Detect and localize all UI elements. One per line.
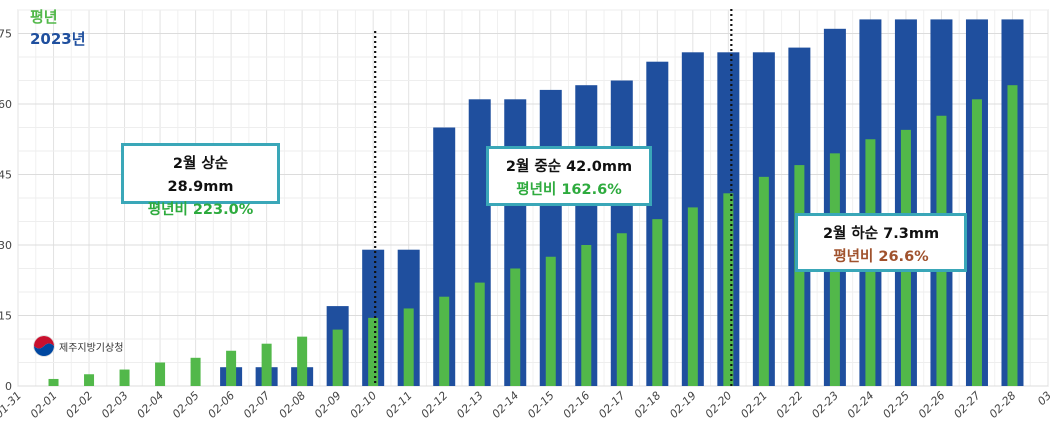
bar-2023: [433, 127, 456, 386]
bar-normal: [971, 99, 982, 387]
annotation-early-feb-ratio: 평년비 223.0%: [147, 202, 254, 218]
x-tick-label: 02-24: [845, 389, 877, 421]
x-tick-label: 02-10: [347, 389, 379, 421]
x-tick-label: 02-13: [454, 389, 486, 421]
legend-2023: 2023년: [30, 30, 86, 48]
bar-normal: [616, 233, 627, 386]
y-tick-label: 15: [0, 310, 12, 323]
annotation-mid-feb-amount: 2월 중순 42.0mm: [505, 159, 633, 175]
y-tick-label: 60: [0, 98, 12, 111]
y-tick-label: 75: [0, 28, 12, 41]
bar-normal: [652, 219, 663, 386]
bar-normal: [332, 329, 343, 386]
annotation-late-feb-amount: 2월 하순 7.3mm: [822, 226, 940, 242]
annotation-mid-feb-ratio: 평년비 162.6%: [516, 182, 622, 198]
x-tick-label: 02-08: [276, 389, 308, 421]
government-emblem-icon: [33, 335, 55, 357]
x-tick-label: 02-20: [703, 389, 735, 421]
x-tick-label: 02-02: [63, 389, 95, 421]
x-tick-label: 02-03: [99, 389, 131, 421]
x-tick-label: 02-15: [525, 389, 557, 421]
x-tick-label: 02-18: [632, 389, 664, 421]
bar-normal: [794, 165, 805, 386]
y-tick-label: 30: [0, 239, 12, 252]
bar-normal: [439, 296, 450, 386]
bar-normal: [261, 343, 272, 386]
bar-normal: [297, 336, 308, 386]
bar-normal: [545, 256, 556, 386]
bar-normal: [758, 176, 769, 386]
annotation-early-feb: 2월 상순 28.9mm 평년비 223.0%: [121, 143, 280, 218]
x-tick-label: 02-26: [916, 389, 948, 421]
x-tick-label: 02-19: [667, 389, 699, 421]
x-tick-label: 01-31: [0, 389, 24, 421]
bar-normal: [403, 308, 414, 386]
bar-normal: [723, 193, 734, 386]
x-tick-label: 02-23: [809, 389, 841, 421]
x-tick-label: 02-21: [738, 389, 770, 421]
x-tick-label: 02-17: [596, 389, 628, 421]
bar-normal: [368, 317, 379, 386]
x-tick-label: 02-09: [312, 389, 344, 421]
annotation-late-feb-ratio: 평년비 26.6%: [833, 249, 929, 265]
bar-normal: [190, 357, 201, 386]
x-tick-label: 02-12: [419, 389, 451, 421]
x-tick-label: 02-14: [490, 389, 522, 421]
x-tick-label: 02-22: [774, 389, 806, 421]
x-tick-label: 02-16: [561, 389, 593, 421]
bar-normal: [581, 245, 592, 386]
bar-normal: [226, 350, 237, 386]
x-tick-label: 02-28: [987, 389, 1019, 421]
x-tick-label: 02-25: [880, 389, 912, 421]
x-tick-label: 02-04: [134, 389, 166, 421]
x-tick-label: 02-11: [383, 389, 415, 421]
legend-normal: 평년: [30, 8, 58, 26]
x-tick-label: 02-27: [951, 389, 983, 421]
bar-normal: [1007, 85, 1018, 386]
bar-normal: [84, 374, 95, 386]
annotation-late-feb: 2월 하순 7.3mm 평년비 26.6%: [795, 213, 967, 272]
bar-normal: [510, 268, 521, 386]
bar-normal: [155, 362, 166, 386]
source-org-name: 제주지방기상청: [59, 343, 124, 354]
x-tick-label: 03: [1035, 389, 1054, 408]
bar-normal: [474, 282, 485, 386]
bar-normal: [687, 207, 698, 386]
bar-normal: [48, 378, 59, 386]
annotation-early-feb-amount: 2월 상순 28.9mm: [167, 156, 234, 195]
annotation-mid-feb: 2월 중순 42.0mm 평년비 162.6%: [486, 146, 652, 206]
y-tick-label: 0: [5, 380, 12, 393]
x-tick-label: 02-05: [170, 389, 202, 421]
x-tick-label: 02-06: [205, 389, 237, 421]
bar-normal: [119, 369, 130, 386]
source-logo: 제주지방기상청: [33, 335, 143, 359]
bar-2023: [468, 99, 491, 387]
y-tick-label: 45: [0, 169, 12, 182]
period-dividers: [374, 9, 733, 386]
x-tick-label: 02-01: [28, 389, 60, 421]
x-tick-label: 02-07: [241, 389, 273, 421]
